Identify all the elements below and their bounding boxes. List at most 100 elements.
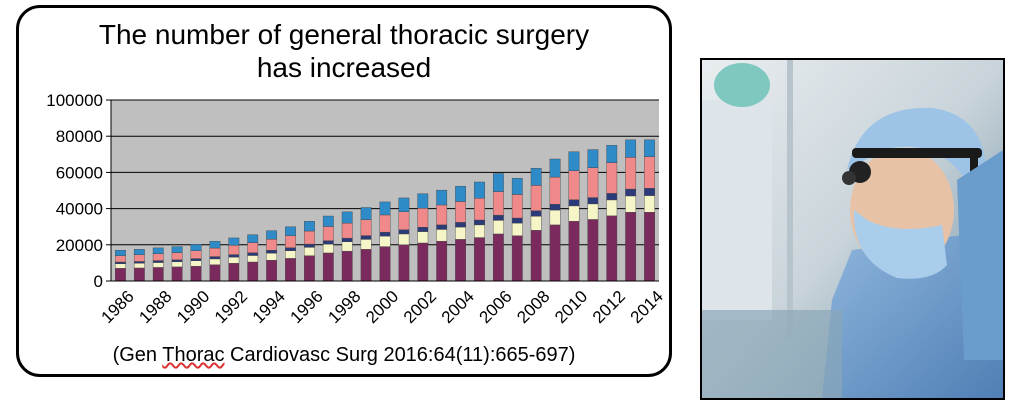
bar-segment-2004-s3 bbox=[455, 201, 466, 223]
bar-segment-2006-s2 bbox=[492, 214, 504, 221]
surgical-mask bbox=[853, 210, 947, 279]
bar-segment-2005-s0 bbox=[474, 237, 485, 282]
bar-segment-2000-s3 bbox=[379, 214, 391, 233]
bar-segment-1987-s2 bbox=[133, 261, 145, 264]
chart-title-line2: has increased bbox=[256, 52, 432, 83]
bar-segment-2013-s3 bbox=[625, 157, 637, 190]
bar-segment-2000-s4 bbox=[379, 201, 391, 216]
surgeon-photo bbox=[700, 58, 1005, 400]
bar-segment-2002-s2 bbox=[417, 227, 429, 232]
bar-segment-2005-s3 bbox=[474, 198, 485, 221]
x-tick-label: 1998 bbox=[324, 287, 364, 327]
background-mask bbox=[714, 63, 770, 107]
bar-segment-1993-s1 bbox=[247, 255, 259, 263]
bar-segment-1997-s0 bbox=[322, 252, 334, 282]
headlight-loupe-2 bbox=[842, 171, 856, 185]
bar-segment-1998-s3 bbox=[341, 222, 353, 239]
bar-segment-2012-s3 bbox=[606, 162, 618, 194]
bar-segment-1991-s3 bbox=[209, 247, 221, 257]
bar-segment-2008-s2 bbox=[530, 210, 542, 217]
bar-segment-2001-s4 bbox=[398, 197, 410, 212]
x-tick-label: 1988 bbox=[135, 287, 175, 327]
bar-segment-2002-s3 bbox=[417, 208, 429, 228]
bar-segment-1987-s3 bbox=[133, 254, 145, 262]
bar-segment-1995-s0 bbox=[285, 258, 296, 282]
bar-segment-2013-s0 bbox=[625, 212, 637, 282]
x-tick-label: 1992 bbox=[211, 287, 251, 327]
bar-segment-2007-s2 bbox=[511, 217, 523, 224]
bar-segment-1989-s0 bbox=[171, 266, 183, 282]
bar-segment-1999-s0 bbox=[360, 249, 372, 282]
bar-segment-2010-s2 bbox=[568, 199, 580, 207]
bar-segment-2007-s4 bbox=[511, 177, 523, 195]
x-tick-label: 1990 bbox=[173, 287, 213, 327]
bar-segment-1990-s0 bbox=[190, 265, 202, 282]
bar-segment-1998-s1 bbox=[341, 241, 353, 252]
bar-segment-2005-s1 bbox=[474, 224, 485, 238]
bar-segment-2006-s0 bbox=[492, 233, 504, 282]
bar-segment-2008-s1 bbox=[530, 216, 542, 231]
bar-segment-2010-s4 bbox=[568, 151, 580, 171]
bar-segment-1997-s4 bbox=[322, 215, 334, 227]
bar-segment-1992-s3 bbox=[228, 245, 240, 255]
bar-segment-2000-s2 bbox=[379, 231, 391, 237]
bar-segment-2002-s0 bbox=[417, 242, 429, 282]
bar-segment-1988-s0 bbox=[152, 267, 164, 282]
citation: (Gen Thorac Cardiovasc Surg 2016:64(11):… bbox=[19, 344, 669, 367]
y-tick-label: 100000 bbox=[46, 91, 103, 110]
bar-segment-1999-s4 bbox=[360, 207, 372, 220]
y-tick-label: 40000 bbox=[56, 200, 103, 219]
bar-segment-1990-s4 bbox=[190, 244, 202, 251]
bar-segment-1990-s1 bbox=[190, 260, 202, 267]
bar-segment-2006-s3 bbox=[492, 191, 504, 216]
x-tick-label: 2008 bbox=[513, 287, 553, 327]
bar-segment-1991-s4 bbox=[209, 240, 221, 249]
bar-segment-1991-s0 bbox=[209, 264, 221, 282]
bar-segment-1986-s0 bbox=[115, 268, 126, 282]
bar-segment-1997-s2 bbox=[322, 240, 334, 245]
bar-segment-2009-s1 bbox=[549, 209, 561, 226]
bar-segment-1994-s3 bbox=[266, 238, 278, 251]
y-tick-label: 20000 bbox=[56, 236, 103, 255]
bar-segment-2007-s1 bbox=[511, 222, 523, 236]
bar-segment-1993-s4 bbox=[247, 234, 259, 243]
x-tick-label: 2012 bbox=[589, 287, 629, 327]
bar-segment-2014-s2 bbox=[644, 188, 655, 196]
bar-segment-1987-s4 bbox=[133, 249, 145, 255]
citation-underlined-word: Thorac bbox=[162, 344, 225, 366]
lower-figure bbox=[702, 310, 842, 398]
x-tick-label: 2000 bbox=[362, 287, 402, 327]
bar-segment-1992-s0 bbox=[228, 263, 240, 282]
bar-segment-1995-s3 bbox=[285, 235, 296, 248]
bar-segment-1986-s3 bbox=[115, 255, 126, 263]
bar-segment-2011-s3 bbox=[587, 167, 599, 198]
background-pole bbox=[787, 60, 793, 340]
bar-segment-1987-s1 bbox=[133, 263, 145, 269]
bar-segment-2011-s1 bbox=[587, 203, 599, 220]
bar-segment-2002-s1 bbox=[417, 231, 429, 244]
bar-segment-2003-s1 bbox=[436, 229, 448, 242]
bar-segment-2007-s3 bbox=[511, 194, 523, 219]
bar-segment-2013-s2 bbox=[625, 188, 637, 197]
bar-segment-2014-s0 bbox=[644, 212, 655, 282]
bar-segment-1998-s4 bbox=[341, 211, 353, 224]
x-tick-label: 2014 bbox=[627, 287, 667, 327]
chart-title: The number of general thoracic surgery h… bbox=[19, 18, 669, 84]
bar-segment-1995-s1 bbox=[285, 250, 296, 259]
bar-segment-2006-s4 bbox=[492, 173, 504, 192]
bar-segment-2014-s3 bbox=[644, 156, 655, 189]
bar-segment-2009-s0 bbox=[549, 224, 561, 282]
x-tick-label: 2004 bbox=[438, 287, 478, 327]
bar-segment-2006-s1 bbox=[492, 220, 504, 235]
bar-segment-1994-s0 bbox=[266, 259, 278, 282]
bar-segment-1990-s3 bbox=[190, 250, 202, 259]
bar-segment-1987-s0 bbox=[133, 267, 145, 282]
bar-segment-1999-s1 bbox=[360, 239, 372, 250]
surgical-cap bbox=[847, 107, 987, 190]
bar-segment-2001-s0 bbox=[398, 244, 410, 282]
bar-segment-2012-s1 bbox=[606, 199, 618, 217]
bar-segment-1994-s1 bbox=[266, 252, 278, 261]
bar-segment-1996-s3 bbox=[304, 230, 315, 245]
y-tick-label: 0 bbox=[94, 272, 103, 291]
x-tick-label: 1994 bbox=[249, 287, 289, 327]
